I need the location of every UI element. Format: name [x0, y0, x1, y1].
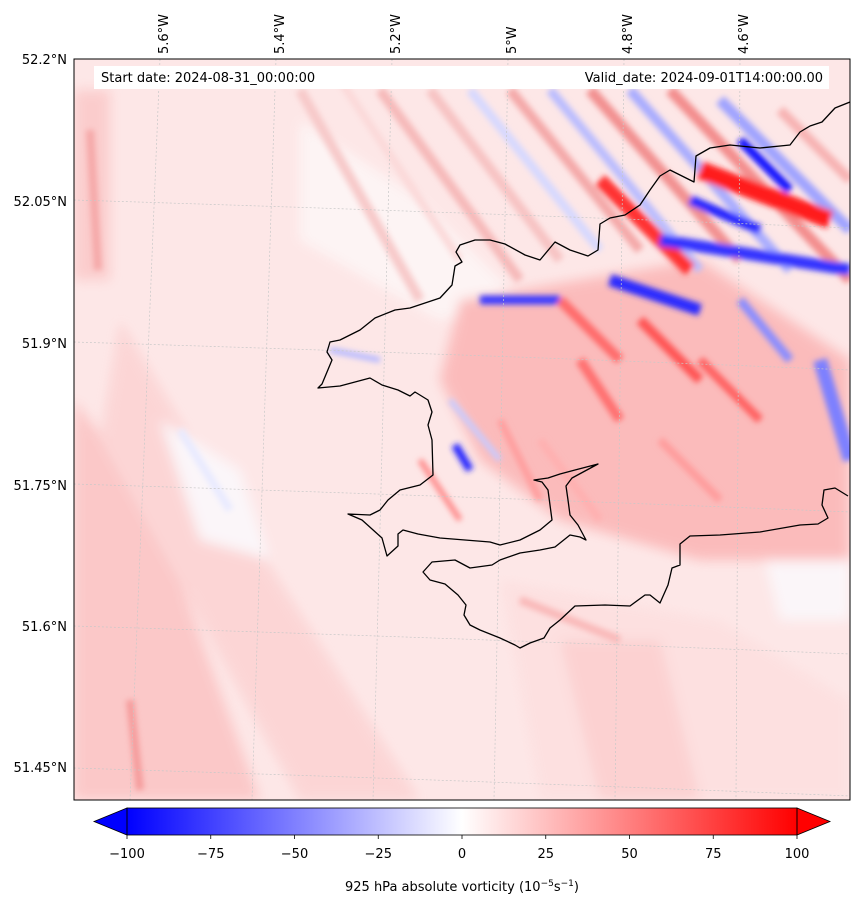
lon-label: 5°W [505, 26, 520, 54]
colorbar-extend-low [92, 807, 128, 836]
latitude-labels: 52.2°N 52.05°N 51.9°N 51.75°N 51.6°N 51.… [14, 53, 67, 776]
colorbar-tick-label: 0 [458, 847, 466, 862]
colorbar-tick-label: 75 [705, 847, 722, 862]
colorbar-title: 925 hPa absolute vorticity (10−5s−1) [345, 879, 579, 895]
lat-label: 52.2°N [22, 53, 67, 68]
map-frame [73, 58, 851, 801]
colorbar-tick-label: −50 [281, 847, 308, 862]
colorbar: −100 −75 −50 −25 0 25 50 75 100 925 hPa … [92, 807, 832, 895]
lat-label: 51.9°N [22, 337, 67, 352]
colorbar-tick-label: −100 [109, 847, 145, 862]
lon-label: 5.4°W [273, 14, 288, 54]
colorbar-tick-label: 25 [537, 847, 554, 862]
lon-label: 4.6°W [737, 14, 752, 54]
start-date-label: Start date: 2024-08-31_00:00:00 [101, 71, 315, 86]
coastline [317, 101, 850, 649]
longitude-labels: 5.6°W 5.4°W 5.2°W 5°W 4.8°W 4.6°W [157, 14, 752, 54]
lat-label: 51.6°N [22, 620, 67, 635]
lat-label: 51.45°N [14, 761, 67, 776]
lon-label: 5.2°W [389, 14, 404, 54]
lat-label: 52.05°N [14, 195, 67, 210]
colorbar-tick-label: 50 [621, 847, 638, 862]
vorticity-field [74, 59, 850, 800]
gridlines [74, 59, 850, 800]
colorbar-tick-label: −25 [365, 847, 392, 862]
colorbar-body [127, 808, 797, 835]
colorbar-tick-label: 100 [785, 847, 810, 862]
lon-label: 5.6°W [157, 14, 172, 54]
info-box: Start date: 2024-08-31_00:00:00 Valid_da… [94, 66, 829, 89]
colorbar-tick-label: −75 [197, 847, 224, 862]
lon-label: 4.8°W [621, 14, 636, 54]
valid-date-label: Valid_date: 2024-09-01T14:00:00.00 [585, 71, 823, 86]
lat-label: 51.75°N [14, 479, 67, 494]
colorbar-extend-high [796, 807, 832, 836]
